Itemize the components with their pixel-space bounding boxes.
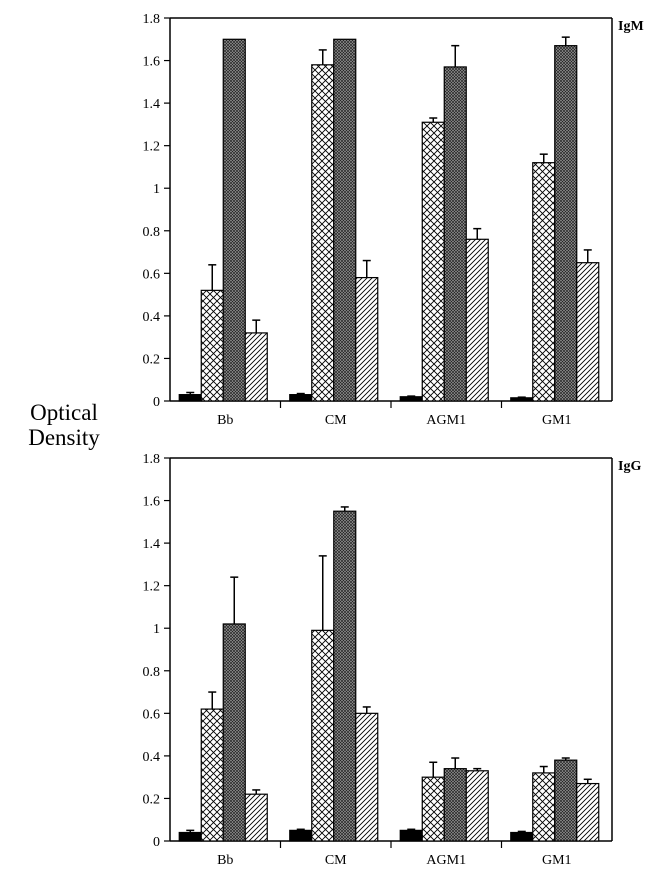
bar-solid (178, 831, 202, 842)
y-tick-label: 1.8 (143, 12, 161, 27)
bar-solid (399, 396, 423, 402)
y-tick-label: 1.2 (143, 580, 161, 595)
y-tick-label: 0.2 (143, 792, 161, 807)
bar-solid (399, 829, 423, 842)
x-tick-label: GM1 (542, 413, 572, 428)
y-axis-label-line-2: Density (28, 425, 100, 450)
panel-label: IgG (618, 459, 641, 474)
bar-crosshatch (421, 121, 445, 402)
y-tick-label: 0.8 (143, 225, 161, 240)
bar-diagonal (244, 793, 268, 842)
bar-dense (443, 768, 467, 842)
y-tick-label: 1.6 (143, 495, 161, 510)
x-tick-label: Bb (217, 413, 233, 428)
bar-diagonal (576, 262, 600, 402)
y-tick-label: 1.6 (143, 55, 161, 70)
y-tick-label: 0.4 (143, 310, 161, 325)
bar-solid (510, 831, 534, 842)
bar-solid (289, 829, 313, 842)
y-tick-label: 0 (153, 835, 160, 850)
y-axis-label-line-1: Optical (30, 400, 98, 425)
bar-dense (554, 759, 578, 842)
bar-diagonal (576, 782, 600, 842)
bar-dense (222, 623, 246, 842)
bar-solid (289, 394, 313, 402)
bar-dense (333, 38, 357, 402)
bar-crosshatch (532, 772, 556, 842)
panel-label: IgM (618, 19, 644, 34)
bar-dense (554, 45, 578, 402)
bar-diagonal (244, 332, 268, 402)
y-tick-label: 1.2 (143, 140, 161, 155)
bar-crosshatch (421, 776, 445, 842)
bar-diagonal (355, 276, 379, 402)
x-tick-label: Bb (217, 853, 233, 868)
bar-crosshatch (532, 162, 556, 402)
bar-crosshatch (311, 629, 335, 842)
x-tick-label: AGM1 (426, 853, 466, 868)
y-tick-label: 0.2 (143, 352, 161, 367)
bar-diagonal (355, 712, 379, 842)
bar-dense (222, 38, 246, 402)
bar-crosshatch (200, 708, 224, 842)
x-tick-label: CM (325, 853, 347, 868)
bar-dense (443, 66, 467, 402)
bar-diagonal (465, 238, 489, 402)
chart-panel-igm: 0 0.2 0.4 0.6 0.8 1 1.2 1.4 1.6 1.8 IgM Bb CM AGM1 GM1 (143, 12, 644, 428)
y-tick-label: 1 (153, 622, 160, 637)
y-tick-label: 1.8 (143, 452, 161, 467)
bar-diagonal (465, 770, 489, 842)
bar-solid (510, 397, 534, 402)
x-tick-label: CM (325, 413, 347, 428)
bar-crosshatch (311, 64, 335, 402)
bar-dense (333, 510, 357, 842)
y-tick-label: 0.4 (143, 750, 161, 765)
y-tick-label: 0.6 (143, 707, 161, 722)
x-tick-label: GM1 (542, 853, 572, 868)
y-tick-label: 0 (153, 395, 160, 410)
bar-solid (178, 394, 202, 402)
y-tick-label: 0.6 (143, 267, 161, 282)
y-tick-label: 1.4 (143, 537, 161, 552)
chart-panel-igg: 0 0.2 0.4 0.6 0.8 1 1.2 1.4 1.6 1.8 IgG Bb CM AGM1 GM1 (143, 452, 642, 868)
y-tick-label: 0.8 (143, 665, 161, 680)
bar-crosshatch (200, 289, 224, 402)
x-tick-label: AGM1 (426, 413, 466, 428)
y-axis-label: Optical Density (0, 400, 128, 450)
y-tick-label: 1 (153, 182, 160, 197)
y-tick-label: 1.4 (143, 97, 161, 112)
